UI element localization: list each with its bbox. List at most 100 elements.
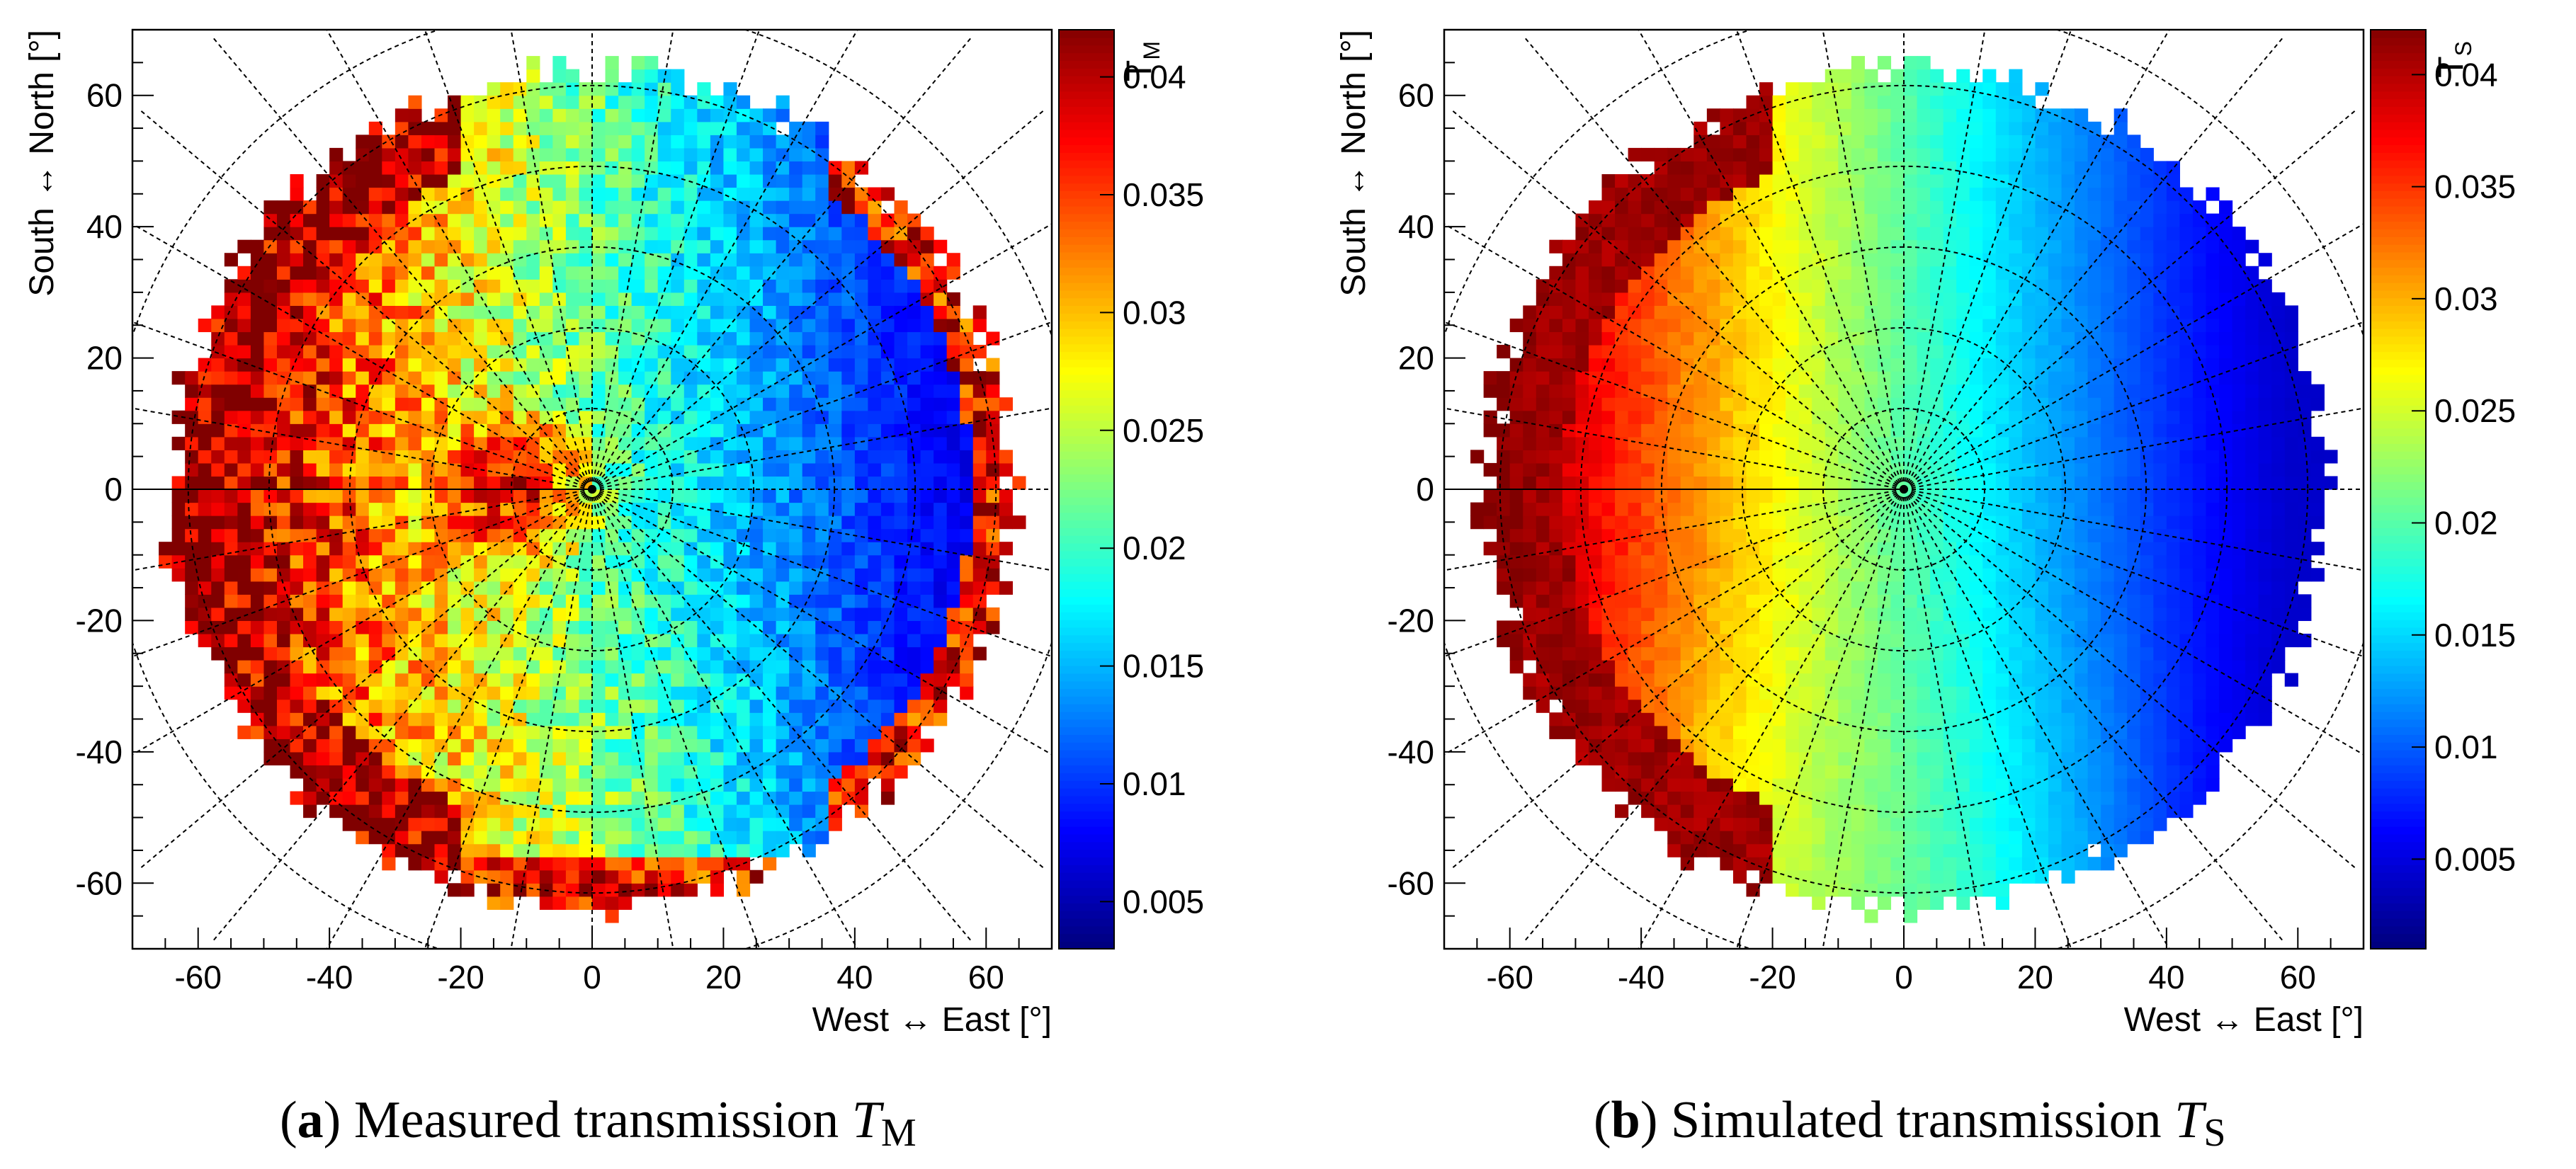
heatmap-cell bbox=[1851, 384, 1865, 398]
heatmap-cell bbox=[395, 725, 409, 739]
heatmap-cell bbox=[1759, 82, 1774, 96]
heatmap-cell bbox=[1798, 436, 1812, 450]
heatmap-cell bbox=[631, 397, 645, 411]
heatmap-cell bbox=[999, 515, 1013, 530]
heatmap-cell bbox=[1746, 173, 1760, 188]
heatmap-cell bbox=[1680, 777, 1694, 792]
heatmap-cell bbox=[1759, 699, 1774, 713]
heatmap-cell bbox=[356, 581, 370, 595]
heatmap-cell bbox=[1812, 594, 1826, 608]
heatmap-cell bbox=[1693, 686, 1708, 700]
heatmap-cell bbox=[1523, 462, 1537, 477]
heatmap-cell bbox=[408, 817, 422, 831]
heatmap-cell bbox=[500, 502, 514, 516]
heatmap-cell bbox=[1680, 200, 1694, 215]
heatmap-cell bbox=[645, 568, 659, 582]
heatmap-cell bbox=[1549, 568, 1563, 582]
heatmap-cell bbox=[880, 712, 895, 726]
heatmap-cell bbox=[1772, 594, 1786, 608]
heatmap-cell bbox=[697, 554, 711, 569]
heatmap-cell bbox=[448, 423, 462, 438]
heatmap-cell bbox=[1864, 279, 1878, 293]
heatmap-cell bbox=[460, 804, 475, 819]
heatmap-cell bbox=[776, 542, 790, 556]
heatmap-cell bbox=[579, 607, 593, 622]
heatmap-cell bbox=[907, 227, 921, 241]
heatmap-cell bbox=[290, 489, 304, 503]
heatmap-cell bbox=[487, 305, 501, 319]
heatmap-cell bbox=[237, 542, 251, 556]
heatmap-cell bbox=[1706, 239, 1720, 253]
heatmap-cell bbox=[460, 712, 475, 726]
heatmap-cell bbox=[946, 253, 960, 267]
heatmap-cell bbox=[303, 777, 317, 792]
heatmap-cell bbox=[1759, 410, 1774, 424]
heatmap-cell bbox=[1838, 397, 1852, 411]
heatmap-cell bbox=[736, 528, 751, 542]
heatmap-cell bbox=[1851, 777, 1865, 792]
heatmap-cell bbox=[1786, 869, 1800, 884]
heatmap-cell bbox=[1680, 699, 1694, 713]
heatmap-cell bbox=[382, 305, 396, 319]
heatmap-cell bbox=[513, 121, 527, 135]
heatmap-cell bbox=[854, 462, 868, 477]
heatmap-cell bbox=[1772, 253, 1786, 267]
heatmap-cell bbox=[421, 279, 436, 293]
heatmap-cell bbox=[1680, 542, 1694, 556]
heatmap-cell bbox=[395, 777, 409, 792]
heatmap-cell bbox=[1654, 371, 1668, 385]
heatmap-cell bbox=[1786, 568, 1800, 582]
heatmap-cell bbox=[1562, 699, 1577, 713]
heatmap-cell bbox=[749, 725, 764, 739]
heatmap-cell bbox=[683, 227, 698, 241]
heatmap-cell bbox=[749, 686, 764, 700]
heatmap-cell bbox=[920, 620, 934, 634]
heatmap-cell bbox=[1509, 423, 1524, 438]
heatmap-cell bbox=[250, 620, 265, 634]
heatmap-cell bbox=[618, 765, 632, 779]
heatmap-cell bbox=[1509, 581, 1524, 595]
heatmap-cell bbox=[960, 345, 974, 359]
heatmap-cell bbox=[1615, 279, 1629, 293]
heatmap-cell bbox=[1693, 147, 1708, 162]
heatmap-cell bbox=[631, 173, 645, 188]
heatmap-cell bbox=[907, 646, 921, 661]
heatmap-cell bbox=[1877, 857, 1892, 871]
heatmap-cell bbox=[868, 765, 882, 779]
heatmap-cell bbox=[329, 397, 344, 411]
heatmap-cell bbox=[395, 489, 409, 503]
heatmap-cell bbox=[460, 581, 475, 595]
heatmap-cell bbox=[1693, 462, 1708, 477]
heatmap-cell bbox=[946, 633, 960, 648]
heatmap-cell bbox=[290, 725, 304, 739]
heatmap-cell bbox=[539, 239, 553, 253]
heatmap-cell bbox=[513, 371, 527, 385]
heatmap-cell bbox=[618, 331, 632, 346]
heatmap-cell bbox=[1732, 594, 1747, 608]
heatmap-cell bbox=[683, 777, 698, 792]
heatmap-cell bbox=[1654, 213, 1668, 227]
heatmap-cell bbox=[395, 554, 409, 569]
heatmap-cell bbox=[907, 331, 921, 346]
heatmap-cell bbox=[1786, 686, 1800, 700]
heatmap-cell bbox=[1720, 253, 1734, 267]
heatmap-cell bbox=[736, 358, 751, 372]
heatmap-cell bbox=[552, 410, 567, 424]
heatmap-cell bbox=[1877, 804, 1892, 819]
heatmap-cell bbox=[736, 462, 751, 477]
heatmap-cell bbox=[1720, 725, 1734, 739]
heatmap-cell bbox=[552, 489, 567, 503]
heatmap-cell bbox=[1667, 777, 1681, 792]
heatmap-cell bbox=[710, 161, 725, 175]
heatmap-cell bbox=[513, 712, 527, 726]
heatmap-cell bbox=[1732, 371, 1747, 385]
heatmap-cell bbox=[828, 266, 842, 280]
heatmap-cell bbox=[1798, 450, 1812, 464]
heatmap-cell bbox=[1772, 568, 1786, 582]
heatmap-cell bbox=[1667, 791, 1681, 805]
heatmap-cell bbox=[539, 135, 553, 149]
heatmap-cell bbox=[723, 607, 737, 622]
heatmap-cell bbox=[474, 331, 488, 346]
heatmap-cell bbox=[697, 450, 711, 464]
heatmap-cell bbox=[1825, 345, 1839, 359]
